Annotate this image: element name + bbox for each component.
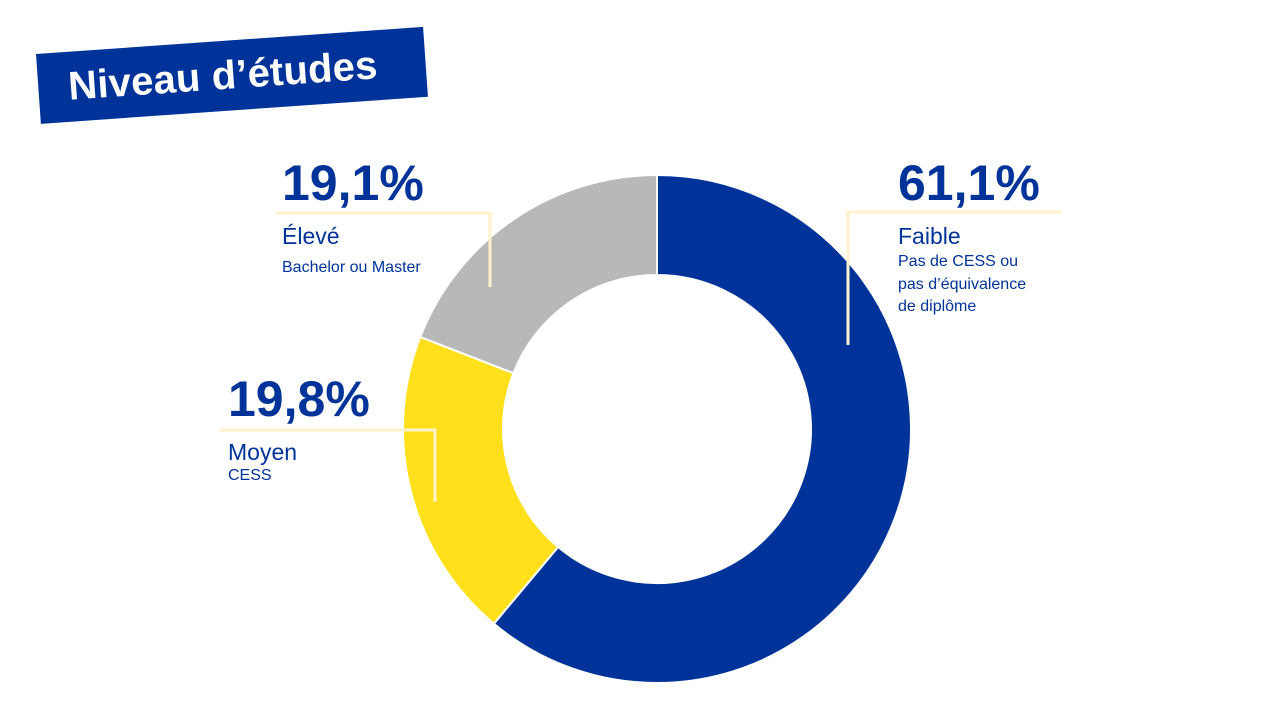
slice-eleve — [418, 173, 658, 375]
category-eleve: Élevé — [282, 223, 340, 249]
label-eleve: 19,1% Élevé Bachelor ou Master — [282, 158, 424, 280]
desc-eleve-line-1: Bachelor ou Master — [282, 259, 421, 277]
leader-lines — [220, 210, 1062, 502]
label-moyen: 19,8% Moyen CESS — [228, 374, 370, 488]
desc-faible: Pas de CESS ou pas d’équivalence de dipl… — [898, 251, 1040, 318]
pct-faible: 61,1% — [898, 155, 1040, 211]
slice-moyen — [402, 335, 560, 626]
leader-line-faible — [846, 210, 1062, 345]
leader-line-eleve — [275, 211, 492, 287]
desc-moyen-line-1: CESS — [228, 467, 272, 485]
desc-faible-line-1: Pas de CESS ou — [898, 253, 1019, 271]
category-faible: Faible — [898, 223, 961, 249]
pct-eleve: 19,1% — [282, 155, 424, 211]
desc-moyen: CESS — [228, 465, 370, 487]
donut-slices — [402, 173, 912, 684]
desc-faible-line-2: pas d’équivalence — [898, 275, 1027, 293]
pct-moyen: 19,8% — [228, 371, 370, 427]
desc-eleve: Bachelor ou Master — [282, 257, 424, 279]
leader-line-moyen — [220, 428, 437, 502]
category-moyen: Moyen — [228, 439, 298, 465]
slice-faible — [492, 173, 912, 684]
desc-faible-line-3: de diplôme — [898, 298, 977, 316]
label-faible: 61,1% Faible Pas de CESS ou pas d’équiva… — [898, 158, 1040, 318]
